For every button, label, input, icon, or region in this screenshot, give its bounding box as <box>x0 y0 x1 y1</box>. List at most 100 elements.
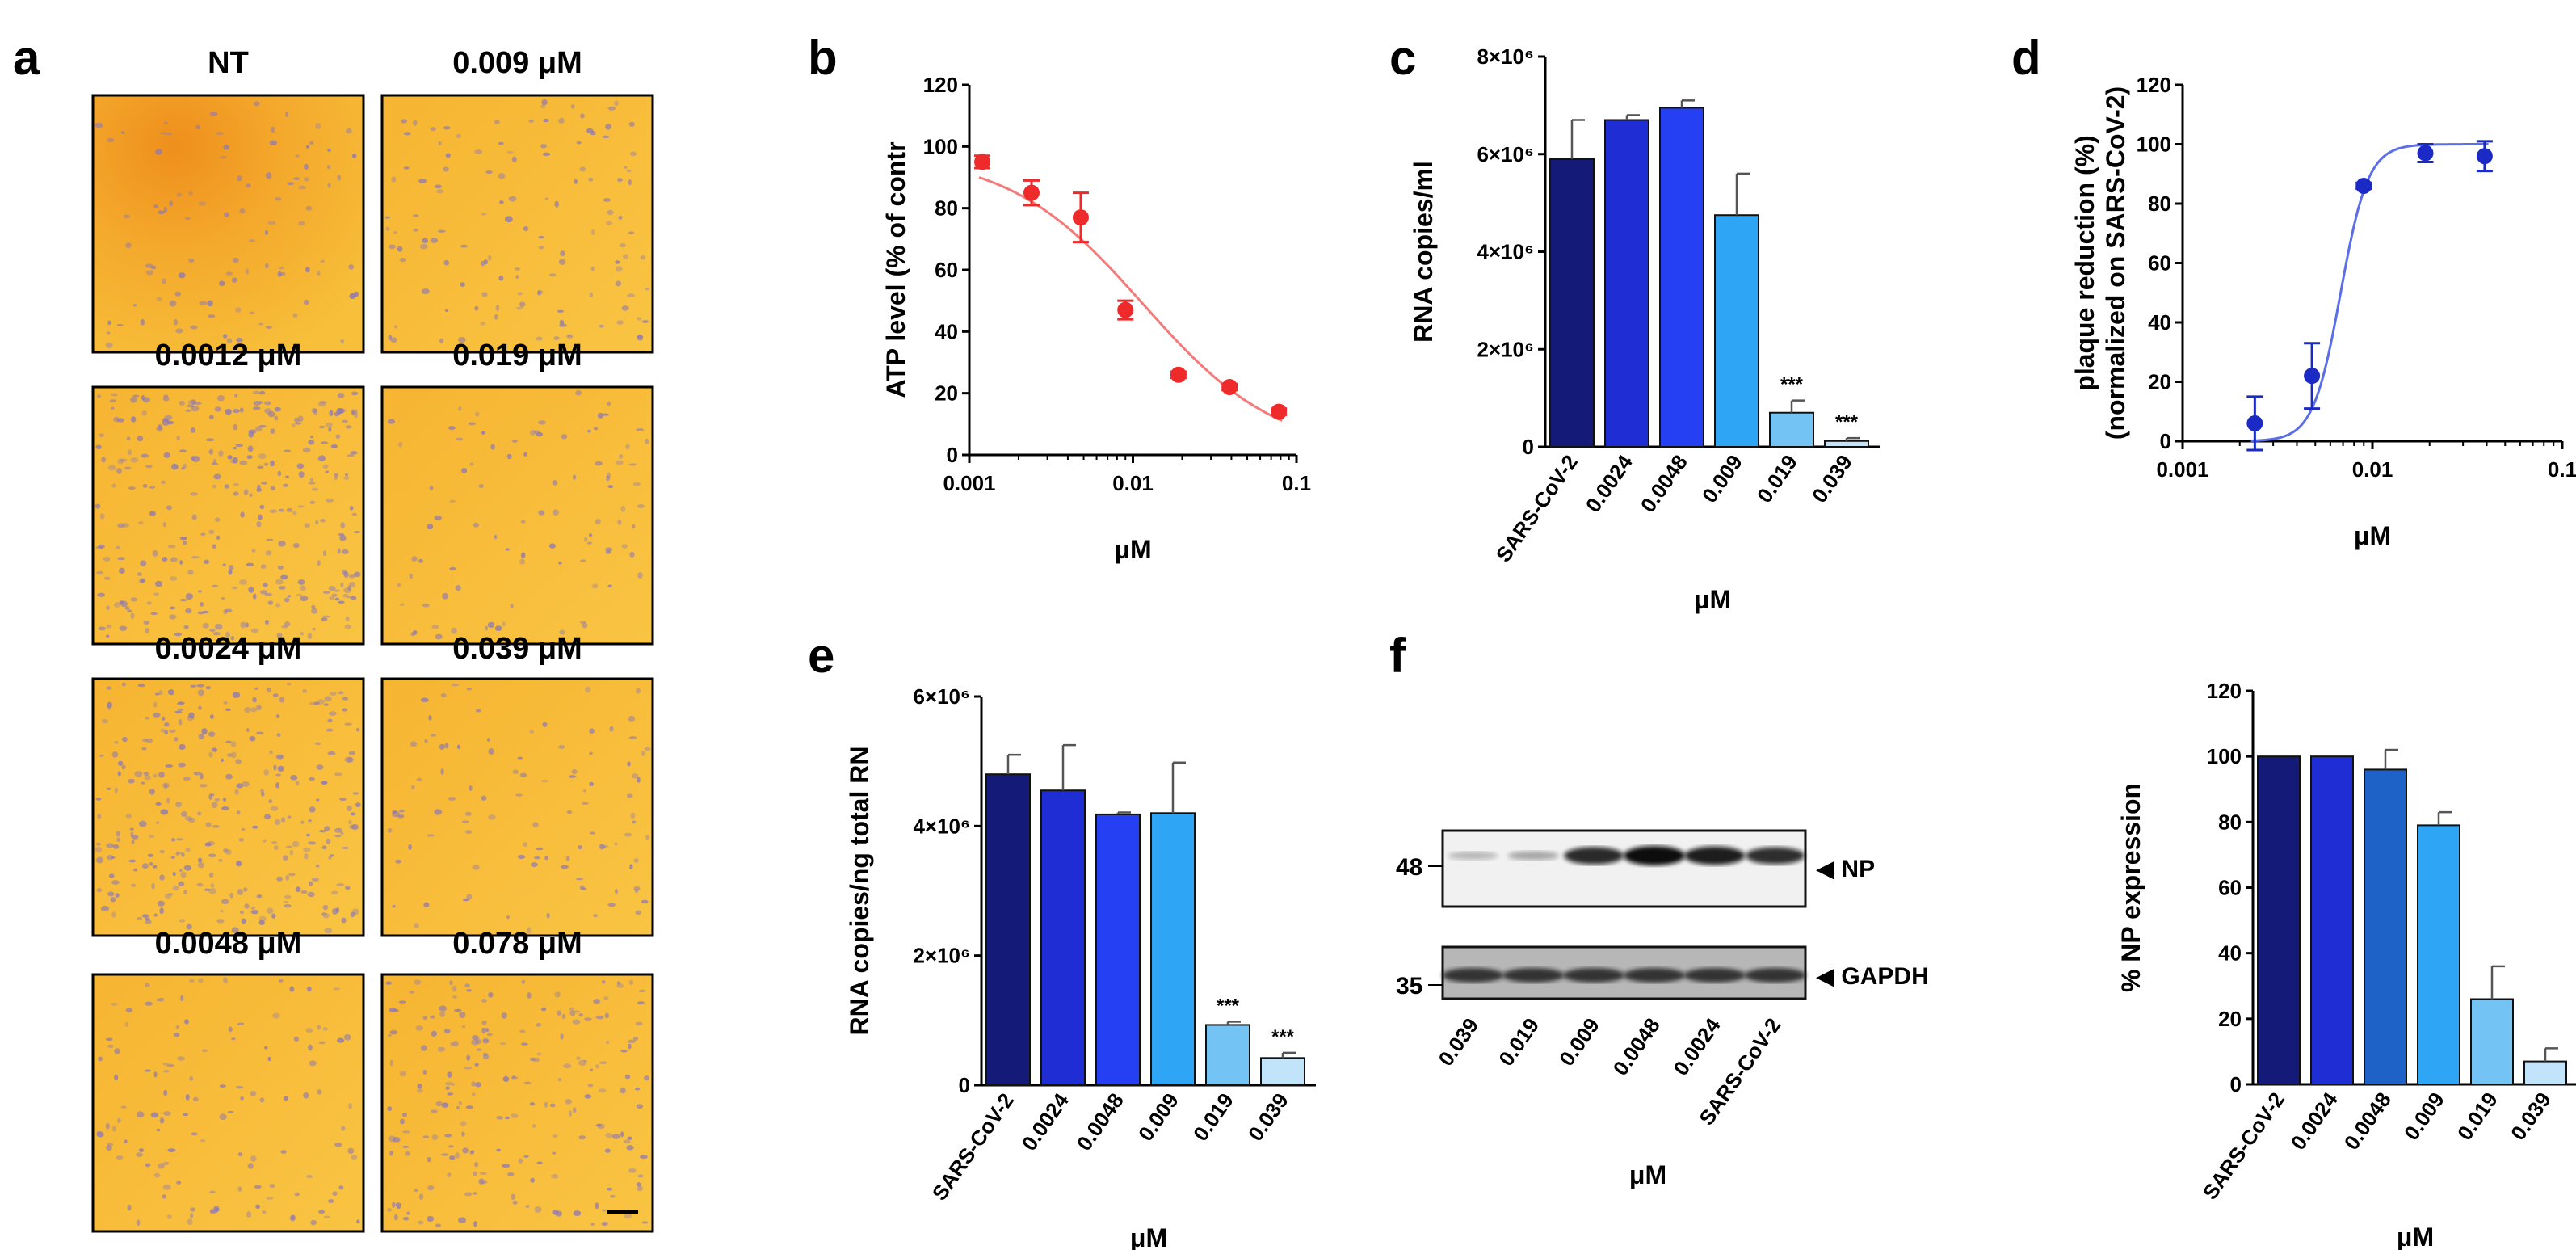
cell-speckle <box>304 163 309 170</box>
cell-speckle <box>645 287 650 291</box>
micrograph-background <box>93 974 363 1231</box>
cell-speckle <box>353 571 361 578</box>
cell-speckle <box>282 855 288 861</box>
cell-speckle <box>162 1194 166 1199</box>
cell-speckle <box>284 449 292 452</box>
cell-speckle <box>427 834 435 837</box>
cell-speckle <box>610 1194 616 1198</box>
cell-speckle <box>128 778 136 784</box>
cell-speckle <box>625 444 630 450</box>
bar <box>1150 812 1196 1086</box>
cell-speckle <box>277 765 284 772</box>
cell-speckle <box>327 718 333 723</box>
cell-speckle <box>229 892 233 899</box>
cell-speckle <box>144 775 151 781</box>
cell-speckle <box>431 1030 437 1037</box>
cell-speckle <box>584 536 588 542</box>
gapdh-band <box>1563 968 1625 983</box>
cell-speckle <box>180 811 187 817</box>
cell-speckle <box>412 629 418 635</box>
cell-speckle <box>300 820 305 824</box>
cell-speckle <box>106 624 112 629</box>
cell-speckle <box>348 264 355 270</box>
cell-speckle <box>178 701 185 705</box>
cell-speckle <box>179 598 187 602</box>
cell-speckle <box>107 465 116 471</box>
cell-speckle <box>265 550 272 556</box>
cell-speckle <box>494 120 500 124</box>
cell-speckle <box>410 741 418 747</box>
cell-speckle <box>210 883 215 888</box>
cell-speckle <box>595 519 601 524</box>
cell-speckle <box>190 456 196 461</box>
cell-speckle <box>333 987 341 991</box>
cell-speckle <box>284 597 290 603</box>
cell-speckle <box>176 192 183 197</box>
cell-speckle <box>114 1074 119 1081</box>
cell-speckle <box>223 334 228 339</box>
cell-speckle <box>541 99 548 106</box>
cell-speckle <box>196 684 204 688</box>
cell-speckle <box>149 511 156 516</box>
cell-speckle <box>478 483 485 489</box>
cell-speckle <box>387 1106 393 1112</box>
cell-speckle <box>344 722 352 726</box>
cell-speckle <box>225 408 232 415</box>
micrograph-background <box>93 387 363 644</box>
cell-speckle <box>191 405 200 412</box>
cell-speckle <box>552 1134 558 1138</box>
cell-speckle <box>636 1104 644 1109</box>
cell-speckle <box>138 820 147 827</box>
cell-speckle <box>523 225 529 232</box>
cell-speckle <box>518 1158 523 1164</box>
cell-speckle <box>578 1135 586 1140</box>
cell-speckle <box>326 165 331 170</box>
cell-speckle <box>138 1148 145 1153</box>
cell-speckle <box>153 204 158 208</box>
cell-speckle <box>496 1115 503 1120</box>
cell-speckle <box>292 840 300 848</box>
cell-speckle <box>276 733 281 737</box>
marker-48-label: 48 <box>1396 854 1422 881</box>
cell-speckle <box>427 1185 435 1191</box>
cell-speckle <box>106 605 110 610</box>
cell-speckle <box>111 483 117 488</box>
cell-speckle <box>578 1059 586 1067</box>
cell-speckle <box>329 596 334 600</box>
micrograph-image <box>91 677 365 937</box>
cell-speckle <box>354 530 361 534</box>
cell-speckle <box>231 751 237 759</box>
cell-speckle <box>443 166 449 172</box>
cell-speckle <box>210 1210 218 1214</box>
cell-speckle <box>337 408 345 414</box>
cell-speckle <box>141 914 149 918</box>
cell-speckle <box>525 1205 530 1208</box>
cell-speckle <box>198 201 207 206</box>
cell-speckle <box>277 565 284 570</box>
cell-speckle <box>514 267 521 271</box>
cell-speckle <box>214 798 220 802</box>
cell-speckle <box>418 558 423 563</box>
cell-speckle <box>456 1105 460 1110</box>
micrograph-image <box>91 94 365 354</box>
cell-speckle <box>209 714 214 719</box>
cell-speckle <box>121 736 128 743</box>
cell-speckle <box>117 458 124 465</box>
cell-speckle <box>280 271 286 276</box>
cell-speckle <box>178 762 186 768</box>
cell-speckle <box>162 1111 171 1117</box>
cell-speckle <box>322 591 330 595</box>
cell-speckle <box>605 123 611 130</box>
cell-speckle <box>116 418 124 423</box>
cell-speckle <box>552 1151 557 1155</box>
cell-speckle <box>329 692 337 697</box>
cell-speckle <box>340 831 344 835</box>
cell-speckle <box>641 1221 649 1224</box>
cell-speckle <box>280 817 286 823</box>
cell-speckle <box>288 873 296 877</box>
cell-speckle <box>340 582 344 588</box>
cell-speckle <box>107 891 115 897</box>
cell-speckle <box>558 117 565 124</box>
x-category-label: 0.0048 <box>1636 450 1692 516</box>
cell-speckle <box>419 243 428 250</box>
